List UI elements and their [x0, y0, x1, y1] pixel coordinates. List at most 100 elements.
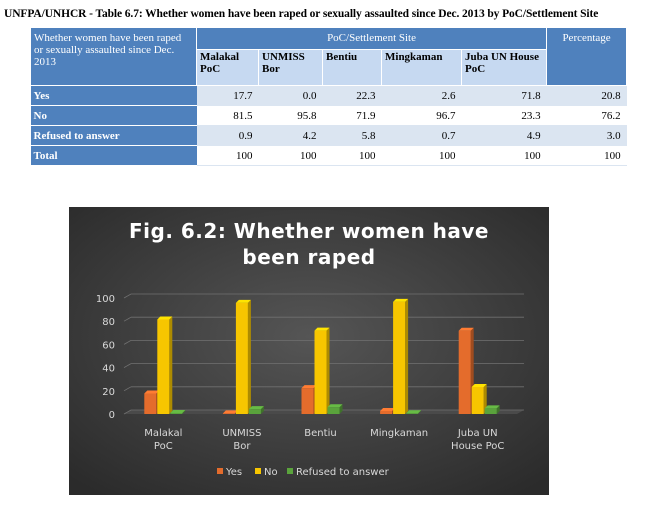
gridline-edge	[123, 340, 132, 345]
legend-label: Refused to answer	[296, 467, 390, 478]
legend-label: No	[264, 467, 278, 478]
table-cell: 0.0	[258, 85, 323, 106]
bar-side	[483, 383, 487, 414]
x-tick-label: UNMISS Bor	[222, 428, 261, 452]
legend-swatch	[217, 468, 223, 474]
y-tick-label: 80	[102, 317, 115, 328]
table-cell: 76.2	[546, 105, 627, 126]
table-row: Refused to answer 0.9 4.2 5.8 0.7 4.9 3.…	[30, 125, 627, 146]
table-cell: 0.7	[381, 125, 462, 146]
bar-top	[380, 407, 396, 411]
row-label: Refused to answer	[30, 125, 197, 146]
table-row: Yes 17.7 0.0 22.3 2.6 71.8 20.8	[30, 85, 627, 106]
table-cell: 23.3	[461, 105, 547, 126]
bar-top	[406, 410, 422, 414]
group-header: PoC/Settlement Site	[195, 27, 548, 50]
bar-side	[496, 405, 500, 414]
bar-side	[405, 298, 409, 414]
bar	[144, 393, 157, 414]
table-cell: 2.6	[381, 85, 462, 106]
y-tick-label: 20	[102, 387, 115, 398]
bar	[170, 412, 183, 414]
table-cell: 0.9	[196, 125, 259, 146]
bar-top	[170, 409, 186, 413]
gridline-edge	[123, 316, 132, 322]
table-row: Total 100 100 100 100 100 100	[30, 145, 627, 166]
x-tick-label: Mingkaman	[370, 428, 428, 439]
table-cell: 5.8	[322, 125, 382, 146]
percentage-header: Percentage	[546, 27, 628, 86]
bar-side	[326, 327, 330, 414]
table-cell: 81.5	[196, 105, 259, 126]
table-cell: 71.8	[461, 85, 547, 106]
chart-title: Fig. 6.2: Whether women have been raped	[129, 219, 489, 269]
bar	[380, 410, 393, 414]
bar	[157, 319, 170, 414]
table-cell: 95.8	[258, 105, 323, 126]
bar-side	[260, 406, 264, 414]
bar	[222, 413, 235, 414]
bar-top	[314, 327, 330, 331]
row-label: No	[30, 105, 197, 126]
legend-swatch	[287, 468, 293, 474]
x-tick-label: Bentiu	[304, 428, 336, 439]
bar-top	[144, 390, 160, 394]
bar-top	[222, 410, 238, 414]
bar-top	[471, 383, 487, 387]
table-row: No 81.5 95.8 71.9 96.7 23.3 76.2	[30, 105, 627, 126]
y-tick-label: 60	[102, 340, 115, 351]
table-cell: 3.0	[546, 125, 627, 146]
legend-label: Yes	[225, 467, 242, 478]
column-header: UNMISS Bor	[258, 49, 323, 86]
gridline-edge	[123, 293, 132, 299]
bar-top	[327, 404, 343, 408]
table-cell: 100	[322, 145, 382, 166]
column-header: Juba UN House PoC	[460, 49, 548, 86]
gridline-edge	[123, 363, 132, 368]
data-table: Whether women have been raped or sexuall…	[30, 27, 628, 166]
chart-svg: Fig. 6.2: Whether women have been raped 0 2…	[69, 207, 549, 495]
bar-top	[157, 316, 173, 320]
gridline-edge	[123, 409, 132, 415]
table-cell: 96.7	[381, 105, 462, 126]
bar	[248, 409, 261, 414]
bar	[301, 388, 314, 414]
table-cell: 100	[461, 145, 547, 166]
bar	[235, 302, 248, 414]
y-tick-label: 40	[102, 364, 115, 375]
legend-swatch	[255, 468, 261, 474]
bar-top	[301, 385, 317, 389]
corner-header: Whether women have been raped or sexuall…	[30, 27, 197, 86]
bar-side	[182, 409, 186, 414]
x-tick-label: Juba UN House PoC	[451, 428, 504, 452]
table-cell: 4.9	[461, 125, 547, 146]
table-cell: 4.2	[258, 125, 323, 146]
bar	[327, 407, 340, 414]
y-tick-label: 100	[96, 294, 115, 305]
table-cell: 71.9	[322, 105, 382, 126]
x-tick-label: Malakal PoC	[144, 428, 182, 452]
bar	[458, 330, 471, 414]
bar-top	[235, 299, 251, 303]
bar-side	[418, 410, 422, 414]
row-label: Total	[30, 145, 197, 166]
bar-side	[339, 404, 343, 414]
table-cell: 20.8	[546, 85, 627, 106]
bar	[314, 330, 327, 414]
bar	[406, 413, 419, 414]
column-header: Bentiu	[322, 49, 382, 86]
bar-side	[247, 299, 251, 414]
bar	[484, 408, 497, 414]
table-cell: 17.7	[196, 85, 259, 106]
y-tick-label: 0	[109, 410, 115, 421]
bar-side	[169, 316, 173, 414]
column-header: Mingkaman	[381, 49, 462, 86]
table-cell: 100	[546, 145, 627, 166]
bar	[471, 386, 484, 414]
bar-top	[484, 405, 500, 409]
row-label: Yes	[30, 85, 197, 106]
table-cell: 100	[381, 145, 462, 166]
gridline-edge	[123, 386, 132, 392]
bar-top	[458, 327, 474, 331]
chart: Fig. 6.2: Whether women have been raped 0 2…	[69, 207, 549, 495]
